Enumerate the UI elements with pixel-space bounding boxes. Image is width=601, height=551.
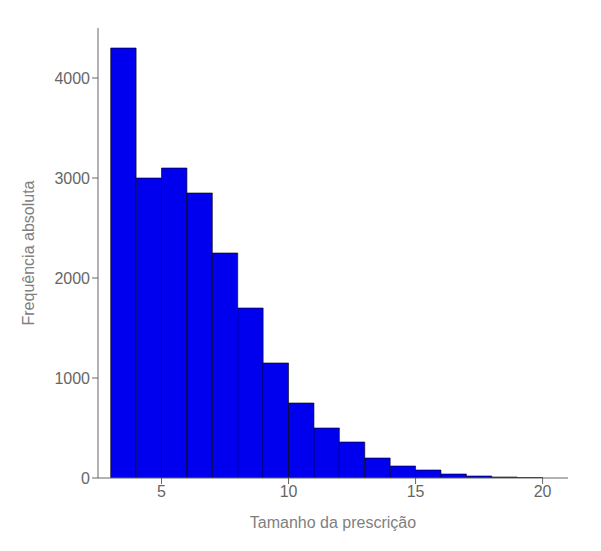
svg-text:0: 0 xyxy=(81,470,90,487)
svg-text:Frequência absoluta: Frequência absoluta xyxy=(20,180,37,325)
svg-text:5: 5 xyxy=(157,483,166,500)
svg-text:4000: 4000 xyxy=(54,70,90,87)
svg-text:10: 10 xyxy=(280,483,298,500)
svg-text:3000: 3000 xyxy=(54,170,90,187)
svg-text:Tamanho da prescrição: Tamanho da prescrição xyxy=(250,514,416,531)
svg-text:15: 15 xyxy=(407,483,425,500)
svg-text:1000: 1000 xyxy=(54,370,90,387)
svg-text:2000: 2000 xyxy=(54,270,90,287)
svg-text:20: 20 xyxy=(534,483,552,500)
